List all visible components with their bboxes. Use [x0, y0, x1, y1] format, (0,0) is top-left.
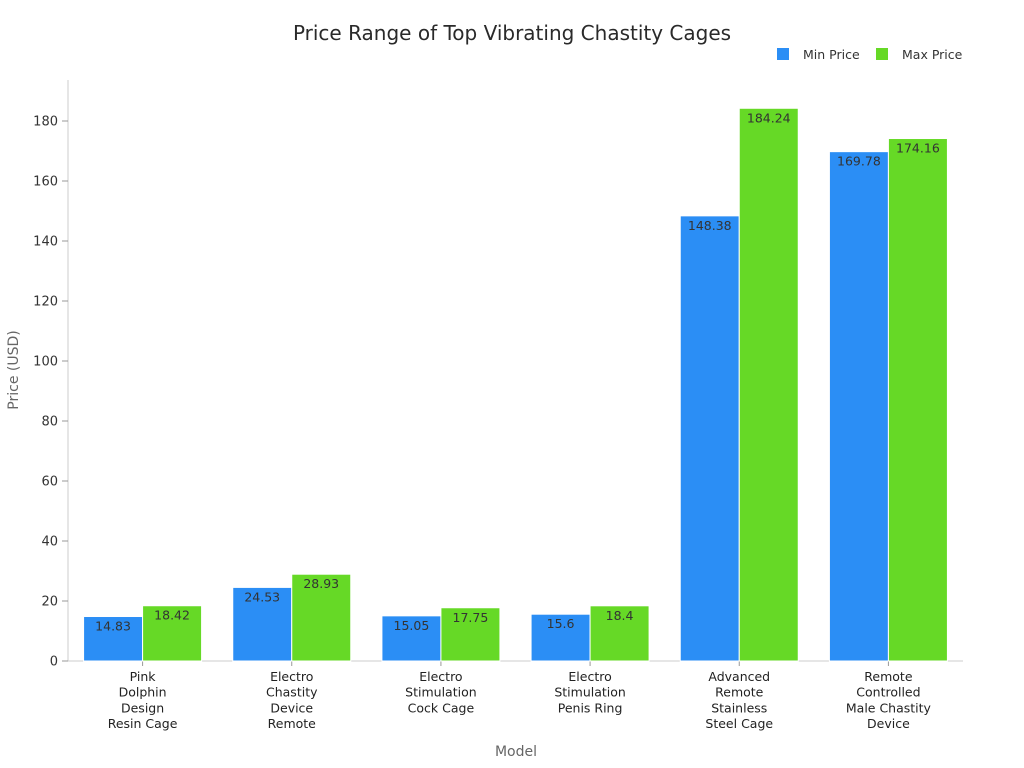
bar-min-price: [828, 151, 889, 662]
data-label-min-price: 14.83: [95, 619, 131, 634]
y-tick-label: 40: [41, 535, 58, 550]
bar-min-price: [232, 586, 293, 662]
x-tick-label: Advanced Remote Stainless Steel Cage: [705, 669, 773, 731]
bar-max-price: [887, 138, 948, 662]
y-tick-label: 100: [33, 355, 58, 370]
bar-max-price: [589, 605, 650, 662]
bar-max-price: [738, 107, 799, 662]
bars: [83, 107, 948, 662]
y-tick-label: 20: [41, 595, 58, 610]
y-tick-label: 0: [50, 655, 58, 670]
x-tick-label: Electro Stimulation Penis Ring: [554, 669, 625, 715]
y-tick-label: 140: [33, 235, 58, 250]
legend-swatch-max-price: [876, 48, 888, 60]
y-tick-label: 120: [33, 295, 58, 310]
x-tick-label: Remote Controlled Male Chastity Device: [846, 669, 932, 731]
data-label-min-price: 15.05: [394, 618, 430, 633]
data-label-max-price: 174.16: [896, 141, 940, 156]
legend: Min Price Max Price: [777, 47, 963, 62]
y-tick-label: 60: [41, 475, 58, 490]
x-axis-label: Model: [495, 744, 537, 760]
chart-title: Price Range of Top Vibrating Chastity Ca…: [293, 21, 731, 45]
data-labels: 14.83 18.42 24.53 28.93 15.05 17.75 15.6 18.4 14…: [95, 110, 940, 633]
y-tick-label: 160: [33, 175, 58, 190]
y-tick-label: 180: [33, 115, 58, 130]
bar-max-price: [440, 607, 501, 662]
x-tick-label: Electro Stimulation Cock Cage: [405, 669, 476, 715]
data-label-max-price: 18.4: [606, 608, 634, 623]
data-label-min-price: 24.53: [244, 589, 280, 604]
legend-swatch-min-price: [777, 48, 789, 60]
data-label-max-price: 184.24: [747, 110, 791, 125]
legend-label-min-price: Min Price: [803, 47, 860, 62]
bar-max-price: [142, 605, 203, 662]
data-label-max-price: 17.75: [453, 610, 489, 625]
y-axis-label: Price (USD): [6, 330, 22, 409]
y-tick-label: 80: [41, 415, 58, 430]
x-tick-label: Pink Dolphin Design Resin Cage: [108, 669, 178, 731]
x-tick-label: Electro Chastity Device Remote: [266, 669, 318, 731]
data-label-min-price: 148.38: [688, 218, 732, 233]
data-label-min-price: 169.78: [837, 154, 881, 169]
data-label-max-price: 28.93: [303, 576, 339, 591]
axes: 0 20 40 60 80 100 120 140 160 180: [33, 80, 963, 670]
legend-label-max-price: Max Price: [902, 47, 963, 62]
data-label-min-price: 15.6: [547, 616, 575, 631]
bar-min-price: [679, 215, 740, 662]
bar-max-price: [291, 573, 352, 662]
data-label-max-price: 18.42: [154, 608, 190, 623]
category-labels: Pink Dolphin Design Resin Cage Electro Chasti…: [108, 669, 932, 731]
